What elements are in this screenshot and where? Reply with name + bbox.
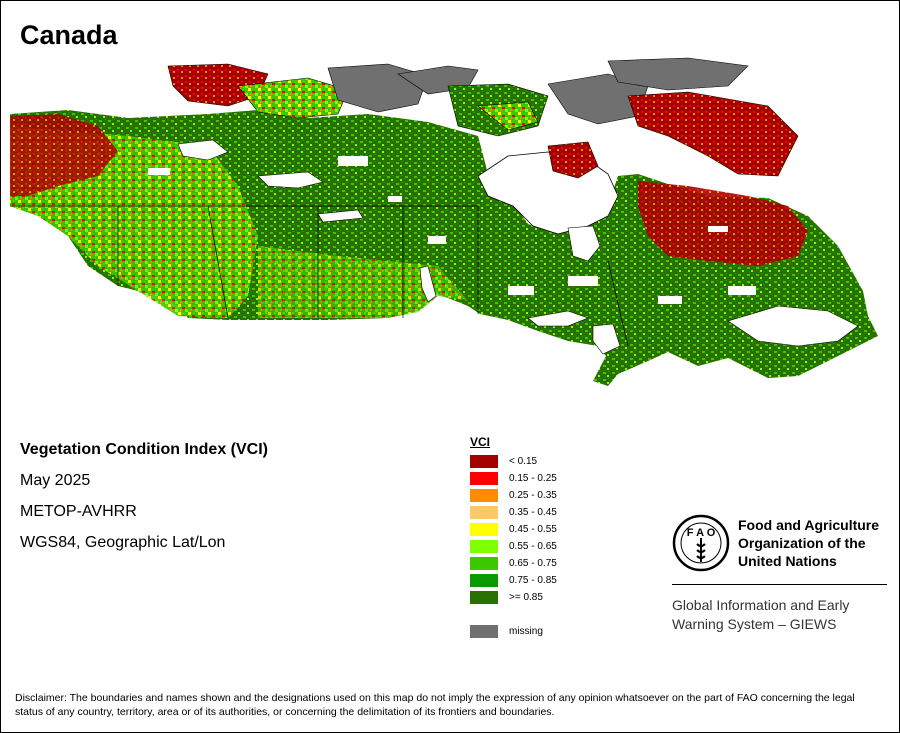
province-boundaries — [10, 205, 629, 347]
legend-title: VCI — [470, 435, 491, 449]
great-slave-lake — [257, 171, 324, 189]
legend-item-missing: missing — [470, 623, 557, 640]
legend-item: 0.45 - 0.55 — [470, 521, 557, 538]
legend-swatch — [470, 557, 498, 570]
svg-text:F A O: F A O — [687, 527, 716, 539]
legend-label: 0.15 - 0.25 — [509, 473, 557, 484]
fao-name-line: United Nations — [738, 553, 837, 569]
map-title: Canada — [20, 20, 118, 50]
giews-name: Global Information and Early Warning Sys… — [672, 596, 887, 634]
james-bay — [567, 225, 601, 262]
fao-name-line: Organization of the — [738, 535, 866, 551]
prairies-mixed-zone — [258, 246, 468, 318]
no-data-speckles — [148, 156, 756, 304]
fao-organization-name: Food and Agriculture Organization of the… — [738, 516, 898, 570]
labrador-dry-area — [638, 181, 808, 266]
lake-superior — [527, 310, 589, 327]
legend-swatch — [470, 455, 498, 468]
legend-swatch — [470, 625, 498, 638]
disclaimer: Disclaimer: The boundaries and names sho… — [15, 692, 855, 718]
great-bear-lake — [177, 139, 229, 161]
legend-item: 0.75 - 0.85 — [470, 572, 557, 589]
legend-swatch — [470, 574, 498, 587]
legend-label: 0.55 - 0.65 — [509, 541, 557, 552]
legend-swatch — [470, 540, 498, 553]
legend-swatch — [470, 472, 498, 485]
lake-huron — [592, 323, 621, 355]
giews-line: Global Information and Early — [672, 597, 850, 613]
legend-item: 0.65 - 0.75 — [470, 555, 557, 572]
legend-item: 0.25 - 0.35 — [470, 487, 557, 504]
lake-athabasca — [317, 209, 364, 223]
index-name: Vegetation Condition Index (VCI) — [20, 441, 268, 458]
legend-label: 0.45 - 0.55 — [509, 524, 557, 535]
legend-item: < 0.15 — [470, 453, 557, 470]
legend-label: >= 0.85 — [509, 592, 543, 603]
legend-label: 0.25 - 0.35 — [509, 490, 557, 501]
legend-swatch — [470, 523, 498, 536]
map-info: Vegetation Condition Index (VCI) May 202… — [20, 440, 268, 564]
map-date: May 2025 — [20, 472, 91, 489]
lake-winnipeg — [419, 265, 437, 303]
legend-swatch — [470, 506, 498, 519]
legend-item: >= 0.85 — [470, 589, 557, 606]
legend-label: 0.65 - 0.75 — [509, 558, 557, 569]
legend-label: missing — [509, 626, 543, 637]
sensor-name: METOP-AVHRR — [20, 503, 137, 520]
fao-name-line: Food and Agriculture — [738, 517, 880, 533]
vci-legend: VCI < 0.15 0.15 - 0.25 0.25 - 0.35 0.35 … — [470, 435, 557, 640]
giews-line: Warning System – GIEWS — [672, 616, 837, 632]
legend-item: 0.55 - 0.65 — [470, 538, 557, 555]
yukon-dry-area — [10, 114, 118, 196]
gulf-of-st-lawrence — [727, 305, 859, 347]
divider — [672, 584, 887, 585]
legend-item: 0.35 - 0.45 — [470, 504, 557, 521]
legend-swatch — [470, 489, 498, 502]
legend-swatch — [470, 591, 498, 604]
fao-logo-icon: F A O — [672, 514, 730, 572]
legend-label: 0.75 - 0.85 — [509, 575, 557, 586]
legend-label: 0.35 - 0.45 — [509, 507, 557, 518]
arctic-islands — [167, 57, 799, 179]
vci-map — [10, 57, 878, 386]
projection-name: WGS84, Geographic Lat/Lon — [20, 534, 226, 551]
legend-item: 0.15 - 0.25 — [470, 470, 557, 487]
legend-label: < 0.15 — [509, 456, 538, 467]
